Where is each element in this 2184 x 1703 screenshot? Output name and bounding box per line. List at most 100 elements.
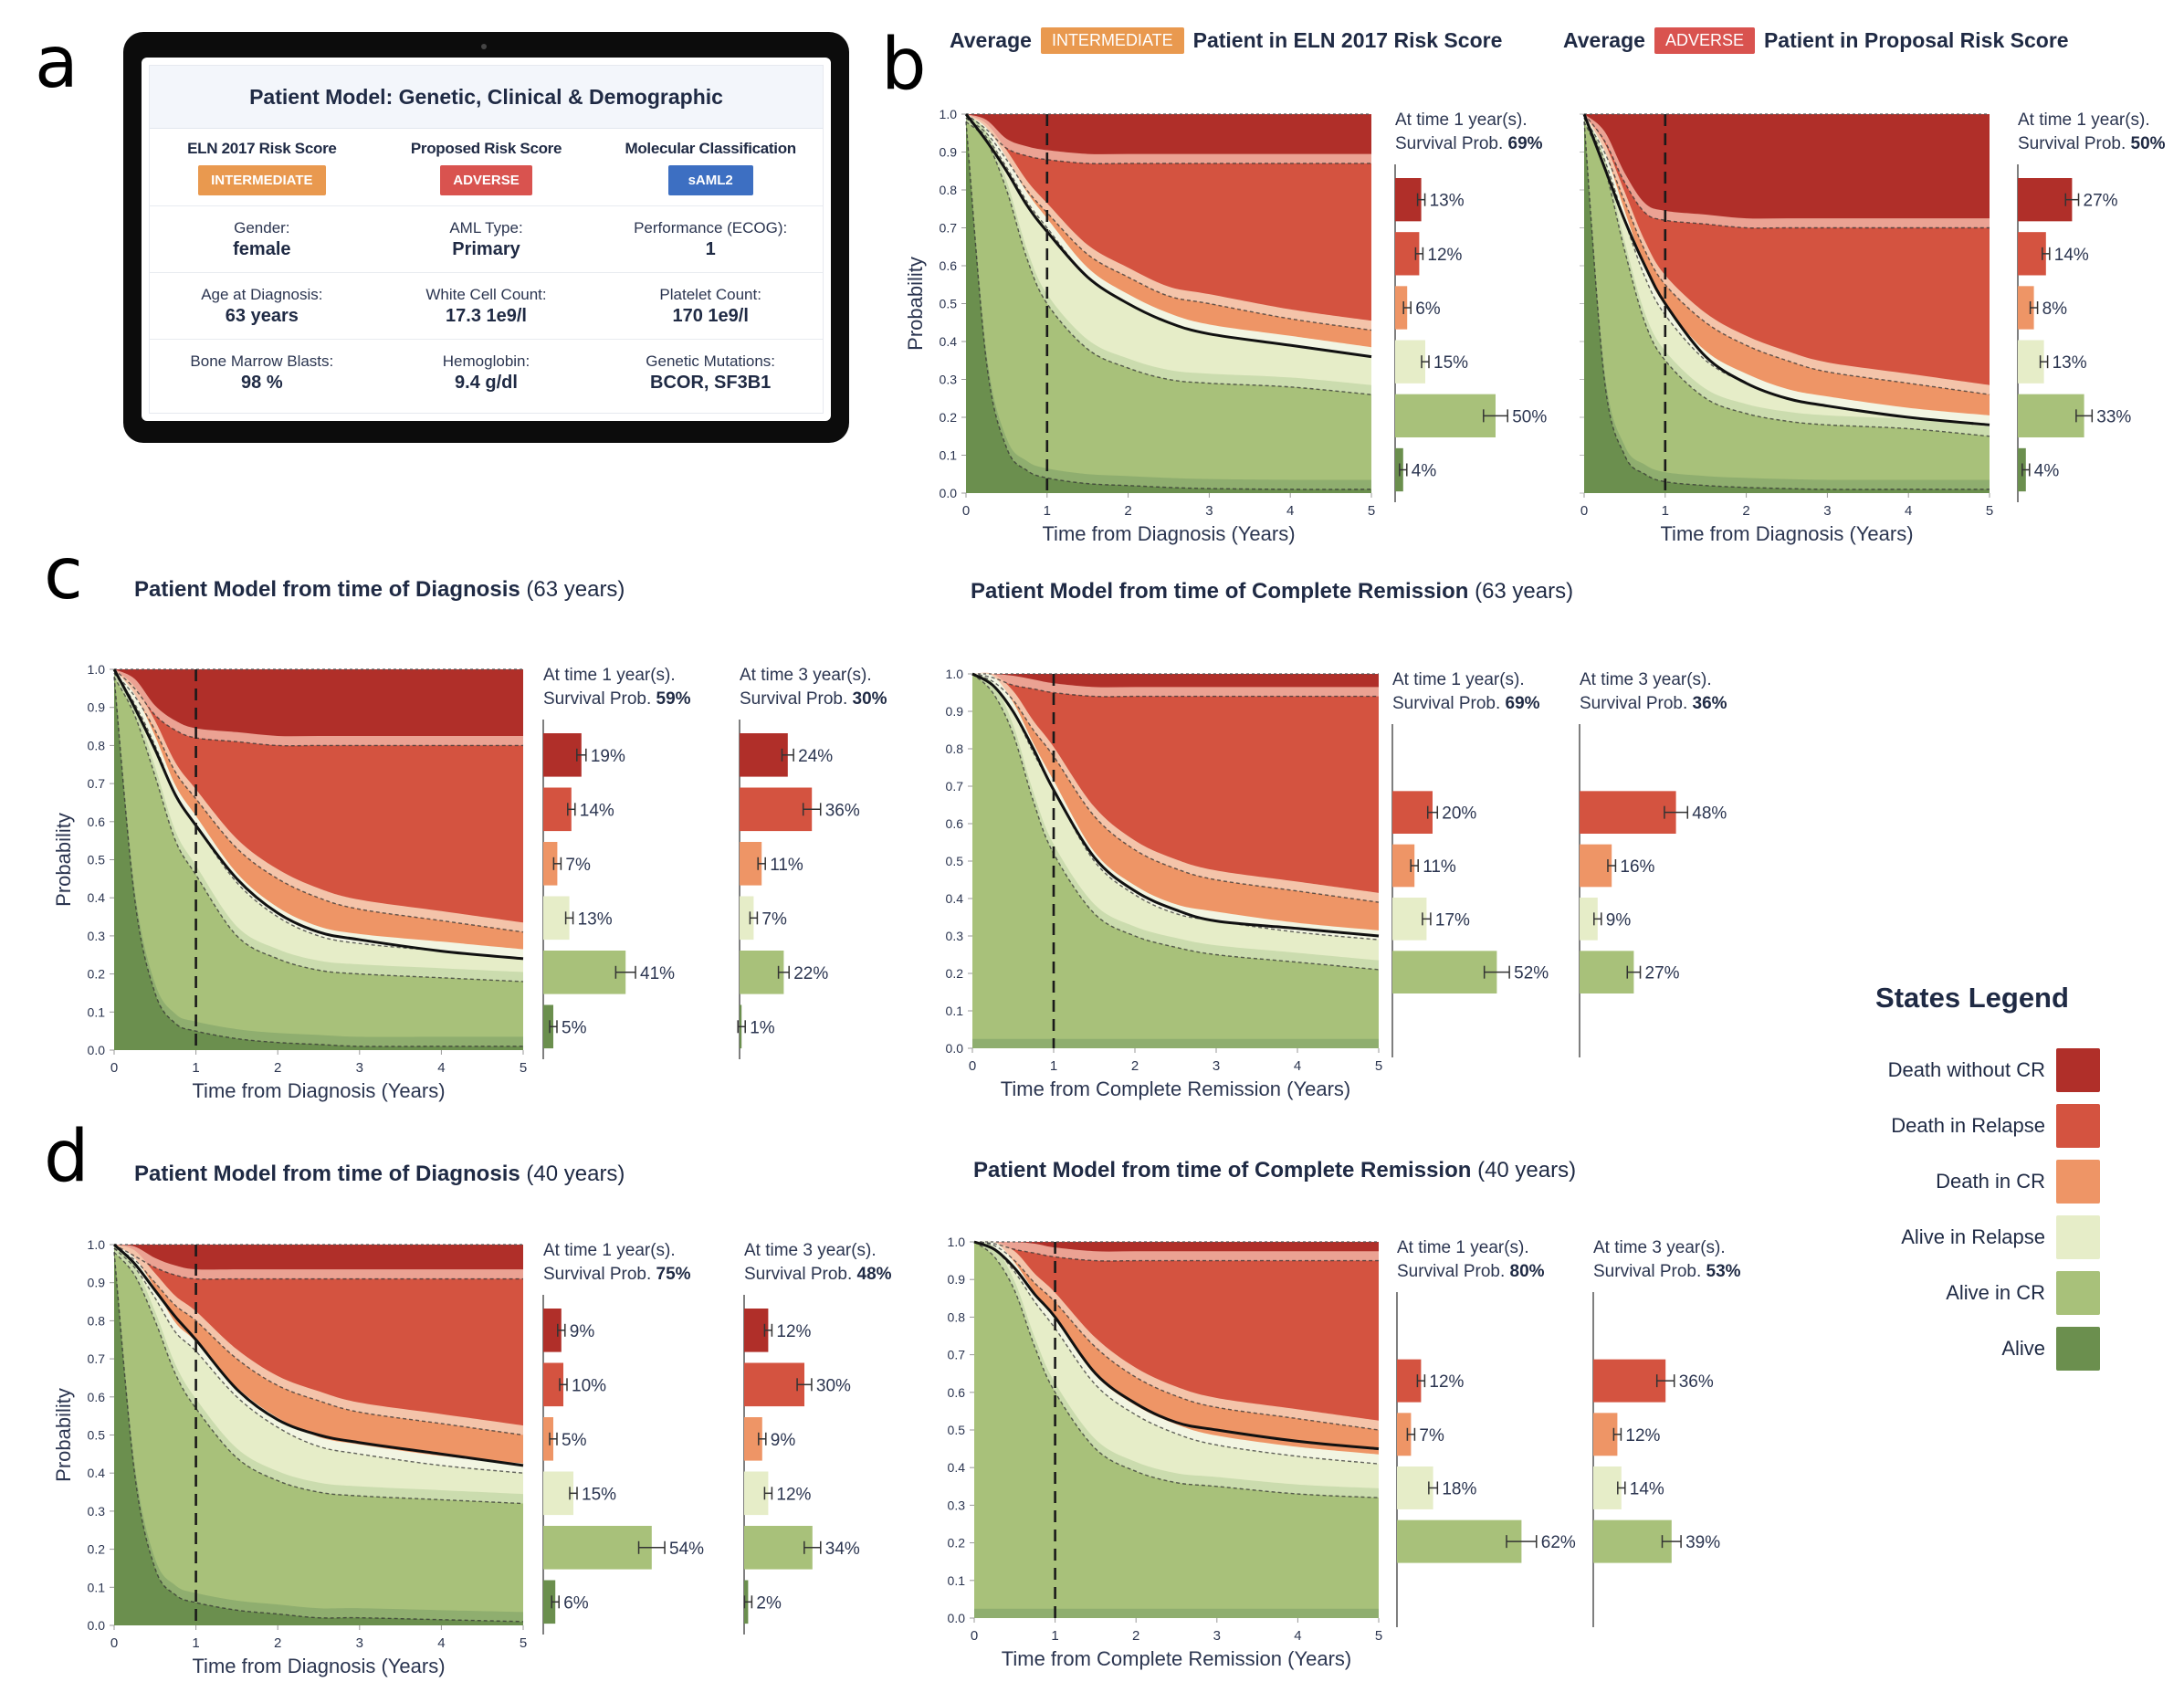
bar-alive-in-relapse [740, 896, 754, 941]
y-tick-label: 0.0 [946, 1041, 964, 1056]
y-tick-label: 0.2 [946, 966, 964, 981]
bar-group-heading: At time 3 year(s). [744, 1241, 877, 1260]
bar-death-in-relapse [543, 787, 572, 832]
area-alive [114, 1252, 523, 1625]
x-tick-label: 4 [437, 1635, 445, 1651]
y-tick-label: 0.8 [88, 1313, 106, 1328]
area-alive-in-cr [966, 121, 1371, 494]
title-age: (40 years) [1477, 1158, 1577, 1183]
y-axis: 0.0 0.1 0.2 0.3 0.4 0.5 0.6 0.7 0.8 0.9 1.0 Probabi… [52, 1237, 114, 1633]
field-label: Performance (ECOG): [634, 218, 788, 237]
bar-group: At time 1 year(s). Survival Prob. 50% 27% 1… [2017, 110, 2166, 502]
bar-group-heading: At time 1 year(s). [1395, 110, 1528, 130]
area-band-alive [974, 1608, 1379, 1618]
y-tick-label: 0.6 [940, 258, 958, 273]
bar-group: At time 1 year(s). Survival Prob. 69% 20% 1… [1391, 670, 1549, 1057]
field-value: female [233, 238, 291, 259]
bar-value-label: 22% [793, 964, 828, 983]
proposed-risk-cell: Proposed Risk Score ADVERSE [374, 129, 599, 205]
bar-alive-in-relapse [1392, 898, 1427, 941]
x-tick-label: 1 [1662, 503, 1669, 519]
y-tick-label: 0.0 [88, 1618, 106, 1633]
legend-label: Alive in Relapse [1901, 1225, 2045, 1248]
legend-item-death-in-cr: Death in CR [1826, 1153, 2100, 1209]
bar-value-label: 13% [2053, 353, 2087, 373]
boundary-line-death-in-cr [971, 673, 1380, 903]
y-tick-label: 0.4 [88, 1466, 106, 1480]
bar-group-heading: At time 3 year(s). [1580, 670, 1712, 689]
plot-area [971, 672, 1380, 1048]
boundary-line-alive [965, 121, 1372, 490]
bar-death-in-relapse [740, 787, 813, 832]
bar-group-survival: Survival Prob. 48% [744, 1265, 892, 1284]
x-tick-label: 5 [1368, 503, 1375, 519]
bar-value-label: 1% [750, 1018, 775, 1037]
plot-area [1582, 113, 1990, 494]
y-tick-label: 0.1 [88, 1580, 106, 1594]
bar-value-label: 8% [2042, 300, 2068, 319]
area-alive-in-cr [114, 1252, 523, 1625]
x-tick-label: 0 [962, 503, 970, 519]
bar-value-label: 24% [798, 747, 833, 766]
x-tick-label: 5 [1375, 1058, 1382, 1074]
survival-label: Survival Prob. [740, 689, 853, 709]
boundary-line-alive-in-cr [1583, 121, 1990, 437]
survival-label: Survival Prob. [543, 689, 656, 709]
boundary-line-death-in-relapse [1583, 113, 1990, 229]
bar-death-in-relapse [543, 1362, 563, 1407]
y-tick-label: 0.5 [946, 854, 964, 868]
bar-value-label: 6% [1415, 300, 1441, 319]
field-value: 1 [705, 238, 716, 259]
field-wbc: White Cell Count: 17.3 1e9/l [374, 273, 599, 339]
x-tick-label: 2 [1742, 503, 1749, 519]
molecular-class-cell: Molecular Classification sAML2 [598, 129, 823, 205]
bar-death-in-cr [543, 1417, 553, 1461]
legend-item-death-in-relapse: Death in Relapse [1826, 1098, 2100, 1153]
survival-label: Survival Prob. [1580, 694, 1693, 713]
bar-alive-in-relapse [1395, 340, 1425, 384]
x-axis-label: Time from Diagnosis (Years) [1042, 522, 1295, 545]
bar-alive-in-relapse [543, 896, 570, 941]
bar-alive-in-cr [543, 1526, 652, 1570]
y-tick-label: 0.0 [948, 1611, 966, 1625]
bar-death-without-cr [1395, 178, 1422, 222]
bar-alive [543, 1004, 553, 1049]
survival-label: Survival Prob. [744, 1265, 857, 1284]
bar-group: At time 3 year(s). Survival Prob. 48% 12% 3… [743, 1241, 892, 1635]
boundary-line-alive [1583, 121, 1990, 490]
x-axis: 0 1 2 3 4 5 Time from Diagnosis (Years) [1580, 493, 1993, 545]
y-axis: 0.0 0.1 0.2 0.3 0.4 0.5 0.6 0.7 0.8 0.9 1.0 Probabi… [904, 107, 966, 500]
plot-area [964, 113, 1372, 494]
legend-swatch [2056, 1326, 2100, 1371]
bar-value-label: 13% [1430, 192, 1465, 211]
eln-risk-label: ELN 2017 Risk Score [187, 139, 337, 157]
field-label: Age at Diagnosis: [201, 285, 323, 303]
y-tick-label: 0.5 [948, 1423, 966, 1437]
panel-label-b: b [881, 24, 927, 106]
field-label: Bone Marrow Blasts: [190, 352, 334, 370]
y-tick-label: 0.6 [948, 1385, 966, 1400]
y-axis: 0.0 0.1 0.2 0.3 0.4 0.5 0.6 0.7 0.8 0.9 1.0 [948, 1235, 974, 1625]
x-tick-label: 3 [356, 1635, 363, 1651]
y-tick-label: 1.0 [948, 1235, 966, 1249]
survival-curve [964, 113, 1372, 359]
x-tick-label: 0 [1580, 503, 1588, 519]
y-tick-label: 0.2 [88, 967, 106, 982]
bar-group: At time 1 year(s). Survival Prob. 80% 12% 7… [1396, 1238, 1576, 1627]
y-tick-label: 0.7 [88, 1351, 106, 1366]
y-axis-label: Probability [52, 1388, 75, 1482]
bar-group-survival: Survival Prob. 59% [543, 689, 691, 709]
field-hemoglobin: Hemoglobin: 9.4 g/dl [374, 340, 599, 405]
y-tick-label: 0.9 [940, 145, 958, 160]
survival-label: Survival Prob. [1392, 694, 1506, 713]
legend-label: Death without CR [1887, 1057, 2045, 1081]
area-alive-in-cr [114, 677, 523, 1050]
survival-label: Survival Prob. [1397, 1262, 1510, 1281]
bar-group-survival: Survival Prob. 53% [1593, 1262, 1741, 1281]
x-tick-label: 0 [110, 1060, 118, 1076]
survival-curve [1582, 113, 1990, 426]
legend-swatch [2056, 1103, 2100, 1148]
header-prefix: Average [1563, 28, 1645, 52]
y-tick-label: 1.0 [940, 107, 958, 121]
y-tick-label: 0.9 [88, 1276, 106, 1290]
